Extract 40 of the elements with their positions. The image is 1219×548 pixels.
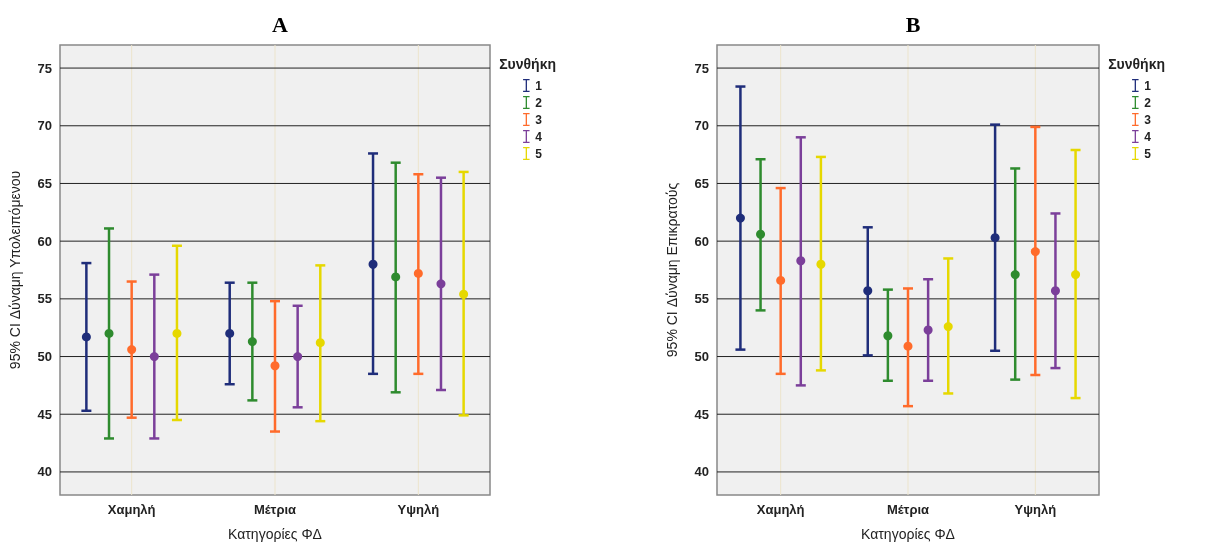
y-tick-label: 55	[37, 291, 52, 307]
x-tick-label: Χαμηλή	[107, 502, 156, 517]
x-tick-label: Υψηλή	[397, 502, 440, 517]
y-tick-label: 65	[37, 175, 52, 191]
y-tick-label: 65	[694, 175, 709, 191]
x-tick-label: Μέτρια	[886, 502, 930, 517]
legend-label: 1	[1144, 78, 1152, 93]
x-axis-title: Κατηγορίες ΦΔ	[228, 526, 322, 542]
chart-title: B	[905, 11, 921, 37]
y-axis-title: 95% CI Δύναμη Επικρατούς	[664, 182, 680, 358]
y-axis-title: 95% CI Δύναμη Υπολειπόμενου	[7, 170, 23, 370]
y-tick-label: 50	[37, 349, 52, 365]
legend-label: 5	[535, 146, 543, 161]
legend-label: 4	[535, 129, 543, 144]
x-tick-label: Χαμηλή	[756, 502, 805, 517]
x-axis-title: Κατηγορίες ΦΔ	[861, 526, 955, 542]
y-tick-label: 45	[37, 406, 52, 422]
y-tick-label: 75	[694, 60, 709, 76]
legend-label: 4	[1144, 129, 1152, 144]
y-tick-label: 60	[694, 233, 709, 249]
y-tick-label: 75	[37, 60, 52, 76]
legend-label: 2	[535, 95, 543, 110]
y-tick-label: 55	[694, 291, 709, 307]
y-tick-label: 40	[694, 464, 709, 480]
x-tick-label: Μέτρια	[253, 502, 297, 517]
legend-label: 2	[1144, 95, 1152, 110]
legend-label: 3	[535, 112, 543, 127]
y-tick-label: 70	[694, 118, 709, 134]
x-tick-label: Υψηλή	[1014, 502, 1057, 517]
legend-label: 5	[1144, 146, 1152, 161]
legend-label: 1	[535, 78, 543, 93]
y-tick-label: 70	[37, 118, 52, 134]
legend-title: Συνθήκη	[499, 56, 557, 72]
y-tick-label: 60	[37, 233, 52, 249]
legend-label: 3	[1144, 112, 1152, 127]
y-tick-label: 45	[694, 406, 709, 422]
y-tick-label: 50	[694, 349, 709, 365]
y-tick-label: 40	[37, 464, 52, 480]
chart-title: A	[272, 11, 289, 37]
legend-title: Συνθήκη	[1108, 56, 1166, 72]
